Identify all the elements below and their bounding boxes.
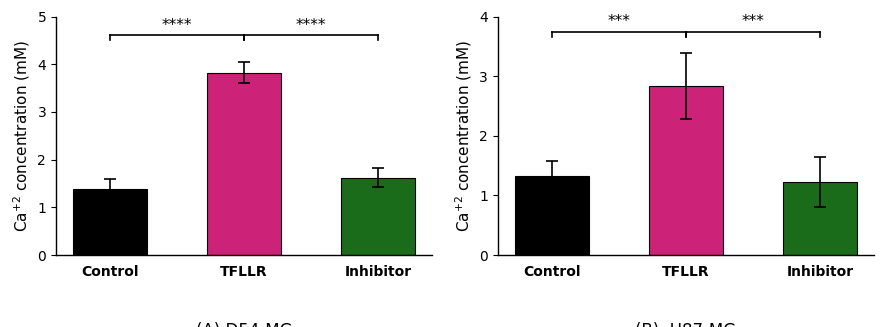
Text: (A) D54-MG: (A) D54-MG	[196, 322, 292, 327]
Bar	[73, 189, 147, 255]
Bar	[342, 178, 415, 255]
Bar	[515, 176, 589, 255]
Y-axis label: Ca$^{+2}$ concentration (mM): Ca$^{+2}$ concentration (mM)	[453, 40, 473, 232]
Text: ****: ****	[162, 18, 192, 33]
Y-axis label: Ca$^{+2}$ concentration (mM): Ca$^{+2}$ concentration (mM)	[12, 40, 32, 232]
Text: ***: ***	[607, 14, 630, 29]
Text: ****: ****	[296, 18, 327, 33]
Bar	[783, 182, 857, 255]
Text: (B)  U87-MG: (B) U87-MG	[635, 322, 736, 327]
Bar	[649, 86, 723, 255]
Bar	[207, 73, 281, 255]
Text: ***: ***	[742, 14, 765, 29]
